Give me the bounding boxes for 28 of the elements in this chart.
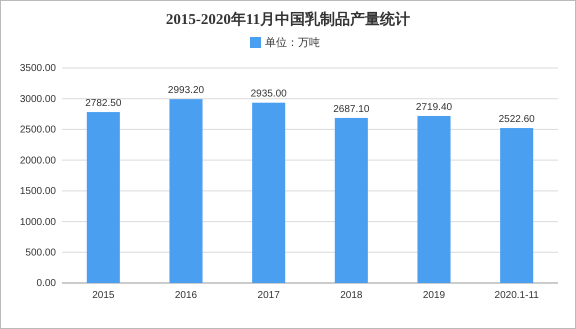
x-tick-label: 2018 — [340, 290, 363, 302]
bar — [500, 128, 534, 283]
y-tick-label: 0.00 — [36, 278, 56, 290]
chart-title: 2015-2020年11月中国乳制品产量统计 — [166, 11, 410, 28]
data-label: 2993.20 — [168, 85, 205, 96]
bar — [86, 112, 120, 283]
data-label: 2522.60 — [498, 114, 536, 126]
data-label: 2935.00 — [250, 88, 288, 100]
bar — [169, 99, 203, 283]
y-tick-label: 3500.00 — [20, 63, 56, 74]
x-tick-label: 2015 — [92, 290, 115, 302]
data-label: 2687.10 — [333, 104, 370, 115]
y-tick-label: 500.00 — [25, 247, 56, 258]
y-tick-label: 1000.00 — [20, 216, 56, 228]
legend-label: 单位：万吨 — [265, 36, 320, 49]
data-label: 2719.40 — [416, 102, 453, 113]
y-tick-label: 3000.00 — [20, 94, 56, 105]
y-tick-label: 2500.00 — [20, 124, 56, 136]
y-tick-label: 1500.00 — [20, 186, 56, 198]
x-tick-label: 2017 — [258, 290, 280, 302]
data-label: 2782.50 — [85, 98, 122, 110]
bar — [252, 102, 286, 283]
bar — [334, 118, 368, 283]
x-tick-label: 2020.1-11 — [494, 290, 540, 302]
y-tick-label: 2000.00 — [20, 155, 56, 166]
x-tick-label: 2016 — [174, 290, 198, 302]
x-tick-label: 2019 — [422, 290, 446, 302]
bar — [417, 116, 451, 283]
